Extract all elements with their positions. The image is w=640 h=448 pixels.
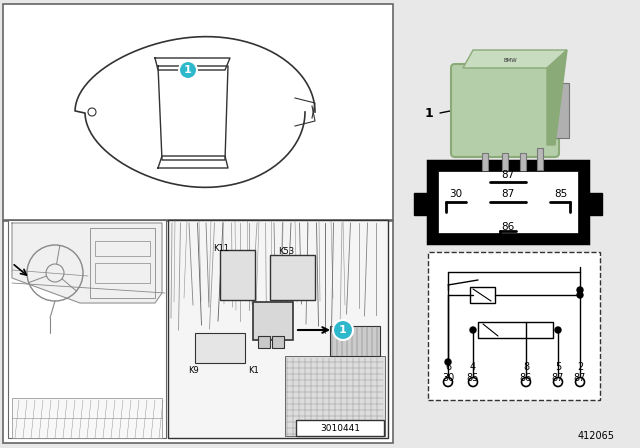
Bar — [253, 302, 293, 340]
Bar — [95, 241, 150, 256]
Text: K53: K53 — [278, 246, 294, 255]
Bar — [296, 420, 384, 436]
Text: BMW: BMW — [503, 57, 517, 63]
Text: 85: 85 — [467, 373, 479, 383]
Bar — [438, 171, 578, 233]
Text: 85: 85 — [554, 189, 568, 199]
Bar — [553, 83, 569, 138]
Bar — [272, 336, 284, 348]
Circle shape — [577, 292, 583, 298]
Text: 1: 1 — [339, 325, 347, 335]
Text: 86: 86 — [520, 373, 532, 383]
Text: 3010441: 3010441 — [320, 423, 360, 432]
Circle shape — [554, 378, 563, 387]
Text: K1: K1 — [248, 366, 259, 375]
Bar — [428, 252, 600, 400]
Bar — [220, 250, 255, 300]
Bar — [520, 153, 526, 175]
Bar — [3, 221, 393, 443]
Text: 86: 86 — [501, 222, 515, 232]
Text: 30: 30 — [442, 373, 454, 383]
Bar — [8, 220, 166, 438]
Circle shape — [470, 327, 476, 333]
Circle shape — [333, 320, 353, 340]
Bar — [168, 220, 388, 438]
Bar — [270, 255, 315, 300]
Polygon shape — [12, 223, 162, 303]
Text: 5: 5 — [555, 362, 561, 372]
Text: 2: 2 — [577, 362, 583, 372]
Circle shape — [445, 359, 451, 365]
Bar — [428, 161, 588, 243]
Text: 87: 87 — [501, 189, 515, 199]
Text: 87: 87 — [501, 170, 515, 180]
Circle shape — [444, 378, 452, 387]
Circle shape — [88, 108, 96, 116]
Bar — [330, 326, 380, 356]
Bar — [12, 398, 162, 438]
Circle shape — [555, 327, 561, 333]
Circle shape — [575, 378, 584, 387]
Text: 412065: 412065 — [578, 431, 615, 441]
Text: 4: 4 — [470, 362, 476, 372]
Text: K11: K11 — [213, 244, 229, 253]
Bar — [258, 336, 270, 348]
Bar — [3, 4, 393, 220]
Text: 30: 30 — [449, 189, 463, 199]
Polygon shape — [547, 50, 567, 145]
Text: K9: K9 — [188, 366, 199, 375]
Bar — [537, 148, 543, 170]
Bar — [478, 322, 553, 338]
Bar — [502, 153, 508, 175]
Circle shape — [468, 378, 477, 387]
Bar — [95, 263, 150, 283]
Text: 87: 87 — [574, 373, 586, 383]
Text: 1: 1 — [424, 107, 433, 120]
Bar — [285, 356, 385, 436]
Bar — [195, 333, 245, 363]
Circle shape — [522, 378, 531, 387]
Text: 87: 87 — [552, 373, 564, 383]
Bar — [470, 287, 495, 303]
Text: 8: 8 — [523, 362, 529, 372]
Bar — [90, 228, 155, 298]
Circle shape — [577, 287, 583, 293]
Text: 6: 6 — [445, 362, 451, 372]
Bar — [587, 193, 602, 215]
FancyBboxPatch shape — [451, 64, 559, 157]
Bar — [482, 153, 488, 175]
Text: 1: 1 — [184, 65, 192, 75]
Circle shape — [179, 61, 197, 79]
Bar — [414, 193, 429, 215]
Polygon shape — [463, 50, 567, 68]
